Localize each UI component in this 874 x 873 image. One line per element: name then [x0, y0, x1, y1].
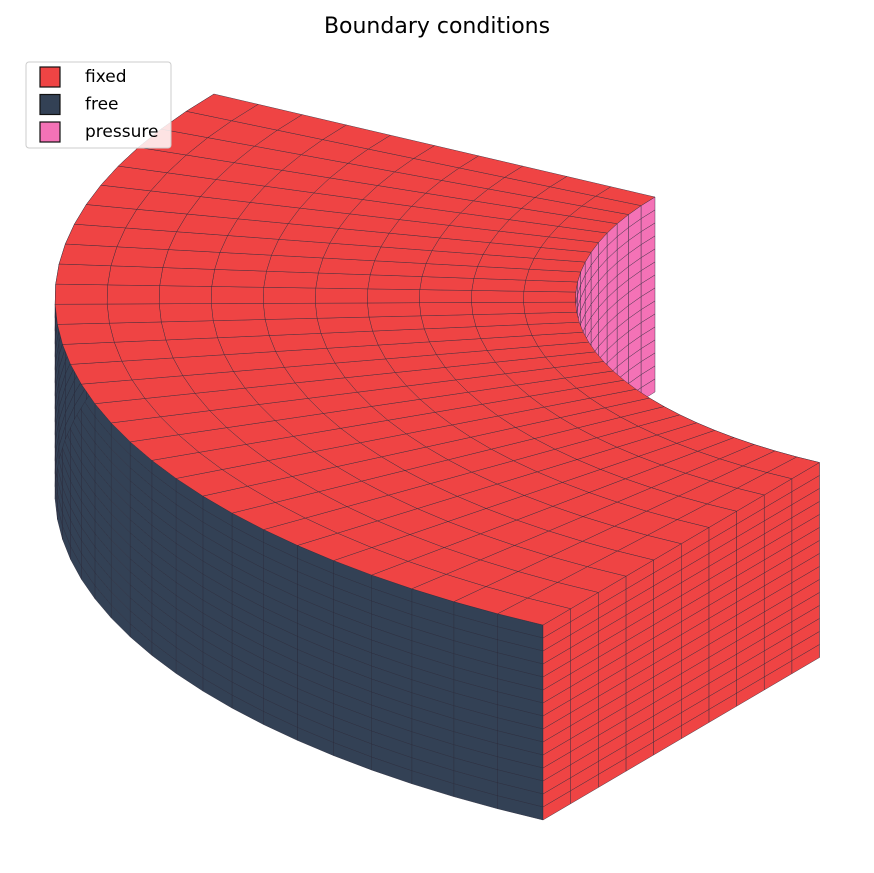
legend-swatch [39, 93, 61, 116]
fixed-face [367, 302, 422, 318]
fixed-face [315, 272, 371, 290]
fixed-face [186, 93, 259, 121]
fixed-face [419, 276, 475, 291]
fixed-face [269, 333, 328, 352]
fixed-face [162, 249, 221, 270]
fixed-face [214, 252, 272, 272]
fixed-face [367, 288, 420, 304]
fixed-face [316, 316, 373, 334]
fixed-face [57, 322, 115, 345]
fixed-face [420, 314, 477, 330]
fixed-face [161, 320, 218, 341]
mesh [54, 93, 820, 821]
fixed-face [471, 290, 525, 303]
legend-swatch [39, 121, 61, 143]
legend-swatch [39, 66, 61, 88]
fixed-face [263, 302, 318, 320]
fixed-face [62, 342, 122, 365]
fixed-face [106, 303, 162, 324]
fixed-face [212, 319, 270, 338]
legend-frame [25, 61, 172, 149]
legend: fixed free pressure [25, 61, 172, 149]
fixed-face [121, 357, 183, 381]
fixed-face [65, 223, 126, 247]
legend-label: pressure [85, 122, 158, 142]
fixed-face [106, 284, 160, 305]
fixed-face [70, 360, 133, 385]
fixed-face [264, 318, 322, 336]
fixed-face [320, 330, 379, 349]
fixed-face [472, 313, 528, 327]
fixed-face [158, 303, 214, 323]
fixed-face [266, 254, 324, 274]
fixed-face [58, 243, 118, 266]
legend-label: fixed [85, 67, 127, 87]
fixed-face [419, 289, 472, 303]
fixed-face [54, 303, 110, 325]
legend-label: free [85, 95, 119, 115]
fixed-face [158, 285, 212, 305]
fixed-face [368, 315, 425, 332]
fixed-face [55, 263, 112, 286]
fixed-face [367, 274, 423, 290]
fixed-face [419, 302, 474, 317]
fixed-face [211, 303, 266, 321]
fixed-face [315, 302, 370, 319]
fixed-face [54, 283, 108, 305]
fixed-face [523, 291, 577, 303]
fixed-face [471, 278, 526, 292]
fixed-face [159, 267, 215, 287]
fixed-face [107, 265, 163, 286]
fixed-face [542, 790, 571, 821]
fixed-face [165, 337, 225, 359]
fixed-face [315, 287, 368, 304]
fixed-face [524, 311, 580, 325]
title: Boundary conditions [324, 14, 550, 39]
fixed-face [263, 270, 319, 289]
fixed-face [211, 269, 267, 288]
fixed-face [523, 279, 578, 293]
fixed-face [110, 246, 169, 268]
fixed-face [211, 286, 264, 304]
fixed-face [114, 339, 174, 362]
fixed-face [523, 301, 577, 314]
fixed-face [263, 287, 316, 304]
fixed-face [109, 321, 167, 343]
fixed-face [217, 335, 276, 355]
fixed-face [471, 302, 525, 315]
